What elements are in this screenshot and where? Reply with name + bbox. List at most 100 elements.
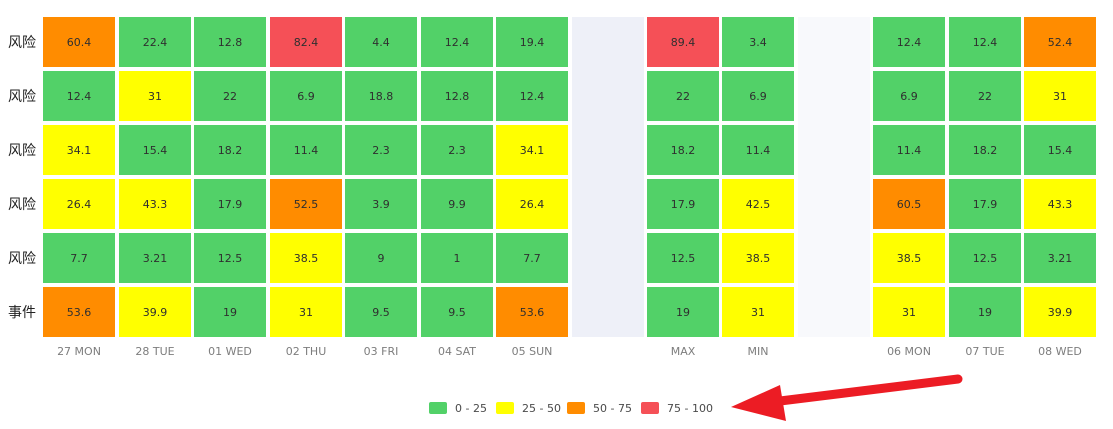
cell-value: 2.3 xyxy=(448,144,466,157)
heatmap-cell[interactable] xyxy=(949,71,1021,121)
heatmap-cell[interactable] xyxy=(421,125,493,175)
heatmap-cell[interactable] xyxy=(722,17,794,67)
heatmap-cell[interactable] xyxy=(722,287,794,337)
cell-value: 12.8 xyxy=(445,90,470,103)
cell-value: 3.21 xyxy=(143,252,168,265)
heatmap-cell[interactable] xyxy=(949,17,1021,67)
legend-item[interactable]: 50 - 75 xyxy=(567,402,632,415)
heatmap-cell[interactable] xyxy=(43,179,115,229)
cell-value: 12.5 xyxy=(973,252,998,265)
heatmap-cell[interactable] xyxy=(345,233,417,283)
heatmap-cell[interactable] xyxy=(270,287,342,337)
heatmap-cell[interactable] xyxy=(194,71,266,121)
heatmap-cell[interactable] xyxy=(949,125,1021,175)
heatmap-cell[interactable] xyxy=(949,233,1021,283)
heatmap-cell[interactable] xyxy=(43,17,115,67)
heatmap-cell[interactable] xyxy=(270,233,342,283)
heatmap-cell[interactable] xyxy=(949,179,1021,229)
column-label: 02 THU xyxy=(286,345,327,358)
heatmap-cell[interactable] xyxy=(647,17,719,67)
heatmap-cell[interactable] xyxy=(421,287,493,337)
heatmap-cell[interactable] xyxy=(1024,179,1096,229)
legend-item[interactable]: 25 - 50 xyxy=(496,402,561,415)
heatmap-cell[interactable] xyxy=(647,233,719,283)
legend-item[interactable]: 0 - 25 xyxy=(429,402,487,415)
heatmap-cell[interactable] xyxy=(421,179,493,229)
heatmap-cell[interactable] xyxy=(496,71,568,121)
cell-value: 31 xyxy=(148,90,162,103)
heatmap-cell[interactable] xyxy=(722,71,794,121)
heatmap-cell[interactable] xyxy=(270,71,342,121)
heatmap-cell[interactable] xyxy=(1024,287,1096,337)
cell-value: 12.4 xyxy=(897,36,922,49)
heatmap-cell[interactable] xyxy=(345,287,417,337)
heatmap-cell[interactable] xyxy=(647,179,719,229)
heatmap-cell[interactable] xyxy=(119,179,191,229)
heatmap-cell[interactable] xyxy=(43,71,115,121)
heatmap-cell[interactable] xyxy=(43,125,115,175)
heatmap-cell[interactable] xyxy=(1024,233,1096,283)
heatmap-cell[interactable] xyxy=(873,71,945,121)
heatmap-cell[interactable] xyxy=(345,71,417,121)
heatmap-cell[interactable] xyxy=(496,233,568,283)
cell-value: 12.4 xyxy=(520,90,545,103)
heatmap-cell[interactable] xyxy=(647,125,719,175)
cell-value: 22 xyxy=(978,90,992,103)
heatmap-cell[interactable] xyxy=(873,233,945,283)
heatmap-cell[interactable] xyxy=(1024,125,1096,175)
heatmap-cell[interactable] xyxy=(1024,17,1096,67)
heatmap-cell[interactable] xyxy=(722,125,794,175)
annotation-arrow-shaft xyxy=(767,374,963,407)
heatmap-cell[interactable] xyxy=(1024,71,1096,121)
heatmap-cell[interactable] xyxy=(647,287,719,337)
cell-value: 15.4 xyxy=(143,144,168,157)
heatmap-cell[interactable] xyxy=(421,17,493,67)
heatmap-cell[interactable] xyxy=(345,125,417,175)
heatmap-cell[interactable] xyxy=(421,233,493,283)
cell-value: 53.6 xyxy=(67,306,92,319)
column-label: 28 TUE xyxy=(135,345,174,358)
heatmap-cell[interactable] xyxy=(119,71,191,121)
cell-value: 19.4 xyxy=(520,36,545,49)
heatmap-cell[interactable] xyxy=(345,17,417,67)
heatmap-cell[interactable] xyxy=(647,71,719,121)
cell-value: 6.9 xyxy=(900,90,918,103)
heatmap-cell[interactable] xyxy=(496,125,568,175)
column-label: MIN xyxy=(748,345,769,358)
legend-item[interactable]: 75 - 100 xyxy=(641,402,713,415)
heatmap-cell[interactable] xyxy=(43,287,115,337)
cell-value: 3.4 xyxy=(749,36,767,49)
heatmap-cell[interactable] xyxy=(270,179,342,229)
heatmap-cell[interactable] xyxy=(119,17,191,67)
cell-value: 22 xyxy=(223,90,237,103)
heatmap-cell[interactable] xyxy=(496,179,568,229)
legend-swatch xyxy=(641,402,659,414)
heatmap-cell[interactable] xyxy=(873,125,945,175)
heatmap-cell[interactable] xyxy=(43,233,115,283)
heatmap-cell[interactable] xyxy=(119,125,191,175)
heatmap-cell[interactable] xyxy=(270,125,342,175)
cell-value: 3.21 xyxy=(1048,252,1073,265)
heatmap-cell[interactable] xyxy=(270,17,342,67)
heatmap-cell[interactable] xyxy=(496,17,568,67)
heatmap-cell[interactable] xyxy=(345,179,417,229)
heatmap-cell[interactable] xyxy=(873,17,945,67)
heatmap-cell[interactable] xyxy=(194,287,266,337)
heatmap-cell[interactable] xyxy=(873,287,945,337)
heatmap-cell[interactable] xyxy=(421,71,493,121)
heatmap-cell[interactable] xyxy=(722,233,794,283)
heatmap-cell[interactable] xyxy=(722,179,794,229)
heatmap-cell[interactable] xyxy=(119,287,191,337)
heatmap-cell[interactable] xyxy=(873,179,945,229)
heatmap-cell[interactable] xyxy=(949,287,1021,337)
heatmap-cell[interactable] xyxy=(119,233,191,283)
heatmap-cell[interactable] xyxy=(496,287,568,337)
empty-column xyxy=(798,17,870,337)
heatmap-cell[interactable] xyxy=(194,233,266,283)
heatmap-cell[interactable] xyxy=(194,17,266,67)
heatmap-cell[interactable] xyxy=(194,179,266,229)
legend-label: 0 - 25 xyxy=(455,402,487,415)
column-label: 03 FRI xyxy=(364,345,399,358)
heatmap-cell[interactable] xyxy=(194,125,266,175)
cell-value: 6.9 xyxy=(297,90,315,103)
